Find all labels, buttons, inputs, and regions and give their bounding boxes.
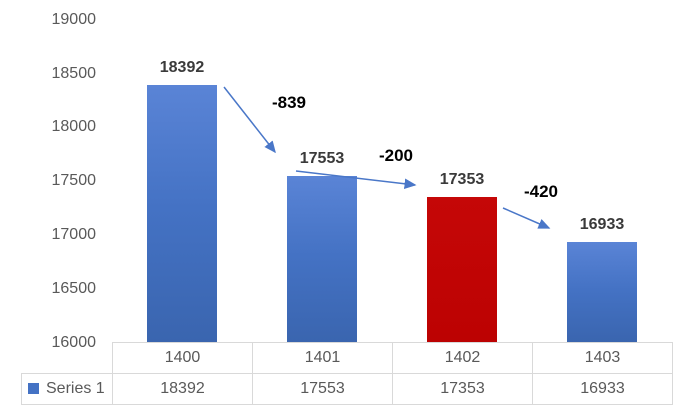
y-tick-label: 19000 — [51, 10, 97, 28]
y-tick-label: 18500 — [51, 64, 97, 82]
value-label-1403: 16933 — [579, 216, 625, 234]
y-tick-label: 17000 — [51, 226, 97, 244]
category-cell: 1400 — [112, 342, 253, 374]
bar-1403[interactable] — [567, 242, 637, 342]
value-cell: 17353 — [392, 373, 533, 405]
value-cell: 16933 — [532, 373, 673, 405]
value-label-1402: 17353 — [439, 171, 485, 189]
diff-label-839: -839 — [271, 93, 307, 112]
series-name: Series 1 — [46, 380, 105, 397]
diff-label-200: -200 — [378, 146, 414, 165]
bar-1402-highlighted[interactable] — [427, 197, 497, 342]
value-label-1401: 17553 — [299, 149, 345, 167]
y-tick-label: 16000 — [51, 333, 97, 351]
y-tick-label: 16500 — [51, 279, 97, 297]
category-row: 1400 1401 1402 1403 — [22, 342, 673, 374]
diff-label-420: -420 — [523, 182, 559, 201]
table-corner-cell — [22, 343, 113, 374]
category-cell: 1402 — [392, 342, 533, 374]
y-tick-label: 18000 — [51, 118, 97, 136]
chart-data-table: 1400 1401 1402 1403 Series 1 18392 17553… — [21, 342, 673, 405]
y-tick-label: 17500 — [51, 172, 97, 190]
bar-1400[interactable] — [147, 85, 217, 342]
category-cell: 1401 — [252, 342, 393, 374]
value-cell: 17553 — [252, 373, 393, 405]
legend-key: Series 1 — [21, 373, 113, 405]
series-swatch-icon — [28, 383, 39, 394]
value-label-1400: 18392 — [159, 59, 205, 77]
bar-1401[interactable] — [287, 175, 357, 342]
category-cell: 1403 — [532, 342, 673, 374]
value-cell: 18392 — [112, 373, 253, 405]
arrow-down-icon — [502, 207, 551, 229]
series-row: Series 1 18392 17553 17353 16933 — [21, 373, 673, 405]
